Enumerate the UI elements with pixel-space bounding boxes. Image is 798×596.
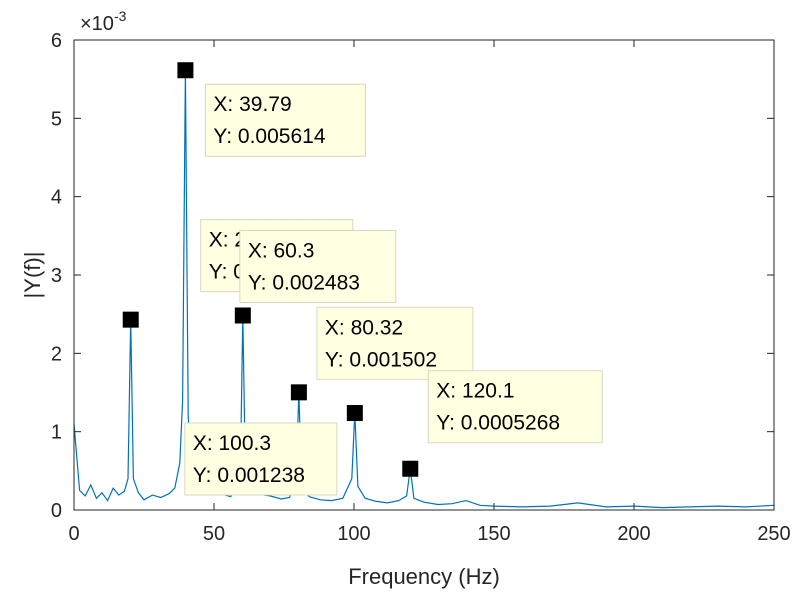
datatip-marker[interactable] <box>402 460 419 477</box>
datatip-y-text: Y: 0.002483 <box>248 271 360 294</box>
x-tick-label: 0 <box>68 523 79 545</box>
datatip-x-text: X: 80.32 <box>325 316 403 339</box>
datatip-marker[interactable] <box>234 307 251 324</box>
x-tick-label: 250 <box>757 523 790 545</box>
y-exponent: ×10-3 <box>80 8 127 35</box>
datatip-x-text: X: 39.79 <box>213 93 291 116</box>
spectrum-line <box>73 70 775 509</box>
y-tick-label: 3 <box>51 265 62 287</box>
datatip[interactable]: X: 60.3 Y: 0.002483 <box>234 229 397 324</box>
datatip-box <box>204 83 366 157</box>
datatip-box <box>239 229 397 303</box>
y-ticks: 0 1 2 3 4 5 6 <box>51 30 774 522</box>
datatip-marker[interactable] <box>122 311 139 328</box>
y-tick-label: 5 <box>51 108 62 130</box>
datatip-x-text: X: 60.3 <box>248 239 315 262</box>
datatip-box <box>427 370 603 444</box>
datatip[interactable]: X: 120.1 Y: 0.0005268 <box>402 370 603 477</box>
datatip-marker[interactable] <box>346 405 363 422</box>
datatip[interactable]: X: 100.3 Y: 0.001238 <box>184 405 363 496</box>
y-tick-label: 6 <box>51 30 62 52</box>
y-tick-label: 4 <box>51 187 62 209</box>
x-tick-label: 50 <box>203 523 225 545</box>
plot-area <box>74 40 774 510</box>
datatip-box <box>184 422 338 496</box>
y-tick-label: 0 <box>51 500 62 522</box>
datatip-y-text: Y: 0.0005268 <box>436 412 560 435</box>
datatip-marker[interactable] <box>290 384 307 401</box>
datatip[interactable]: X: 39.79 Y: 0.005614 <box>177 62 366 157</box>
x-tick-label: 100 <box>337 523 370 545</box>
x-axis-label: Frequency (Hz) <box>348 564 500 589</box>
datatip-box <box>316 306 474 380</box>
datatip-x-text: X: 100.3 <box>193 432 271 455</box>
data-layer <box>73 70 775 509</box>
y-tick-label: 1 <box>51 422 62 444</box>
y-axis-label: |Y(f)| <box>20 252 45 299</box>
datatip[interactable]: X: 80.32 Y: 0.001502 <box>290 306 474 401</box>
datatip-y-text: Y: 0.001238 <box>193 464 305 487</box>
x-tick-label: 150 <box>477 523 510 545</box>
x-ticks: 0 50 100 150 200 250 <box>68 40 791 545</box>
x-tick-label: 200 <box>617 523 650 545</box>
datatip-y-text: Y: 0.001502 <box>325 348 437 371</box>
datatip-y-text: Y: 0.005614 <box>213 125 325 148</box>
datatip-marker[interactable] <box>177 62 194 79</box>
y-tick-label: 2 <box>51 343 62 365</box>
datatip-x-text: X: 120.1 <box>436 380 514 403</box>
